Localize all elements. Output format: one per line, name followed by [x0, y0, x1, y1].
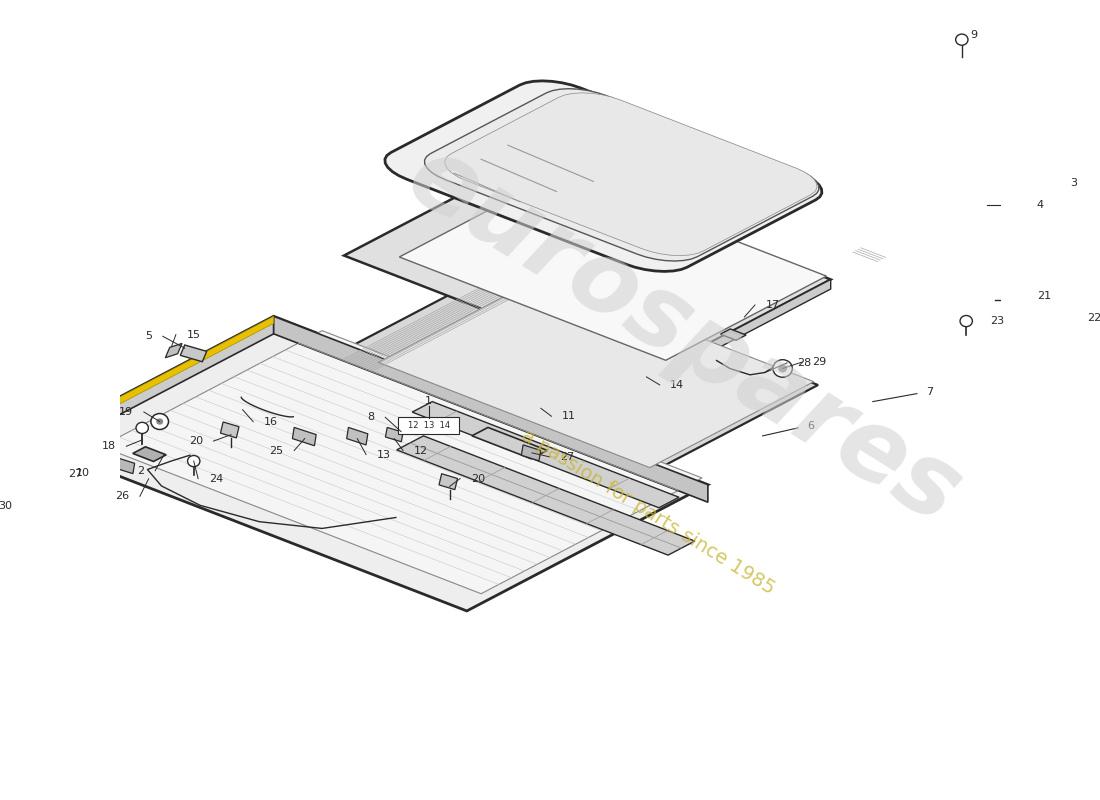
Polygon shape: [650, 279, 830, 384]
Text: 8: 8: [367, 412, 375, 422]
Polygon shape: [720, 329, 746, 340]
Circle shape: [188, 455, 200, 466]
Text: 4: 4: [1036, 200, 1044, 210]
Text: 5: 5: [145, 331, 152, 342]
Text: 26: 26: [116, 491, 130, 502]
Text: 14: 14: [670, 380, 684, 390]
Text: eurospares: eurospares: [389, 127, 977, 545]
Polygon shape: [346, 427, 367, 445]
Circle shape: [956, 34, 968, 46]
Polygon shape: [439, 474, 458, 490]
Polygon shape: [399, 173, 826, 360]
Text: 10: 10: [76, 468, 89, 478]
Text: 15: 15: [187, 330, 200, 340]
Text: 6: 6: [807, 422, 815, 431]
Polygon shape: [1021, 342, 1040, 371]
Polygon shape: [425, 89, 818, 261]
Text: 11: 11: [562, 411, 576, 422]
Circle shape: [41, 395, 50, 403]
Polygon shape: [180, 345, 207, 362]
Text: 18: 18: [101, 442, 116, 451]
Text: 19: 19: [119, 407, 133, 417]
Circle shape: [156, 418, 163, 425]
Circle shape: [778, 365, 786, 373]
Polygon shape: [101, 330, 702, 594]
Polygon shape: [397, 436, 695, 555]
Polygon shape: [165, 343, 183, 358]
Text: 30: 30: [0, 502, 12, 511]
Polygon shape: [385, 81, 822, 271]
Polygon shape: [293, 427, 316, 446]
Circle shape: [35, 390, 54, 408]
Text: 12: 12: [414, 446, 428, 455]
Text: 17: 17: [766, 300, 780, 310]
Text: 22: 22: [1087, 313, 1100, 322]
Text: 2: 2: [138, 466, 144, 476]
Polygon shape: [133, 446, 166, 462]
Polygon shape: [472, 427, 547, 458]
Text: 20: 20: [471, 474, 485, 483]
Text: 3: 3: [1070, 178, 1077, 188]
Text: 28: 28: [798, 358, 812, 368]
Polygon shape: [220, 422, 239, 438]
Circle shape: [108, 447, 119, 457]
Polygon shape: [385, 427, 403, 442]
Text: 27: 27: [560, 452, 574, 462]
Text: 20: 20: [189, 436, 202, 446]
Text: 29: 29: [813, 357, 827, 367]
Text: 12  13  14: 12 13 14: [408, 421, 450, 430]
Polygon shape: [274, 316, 708, 502]
Polygon shape: [1040, 342, 1064, 370]
Polygon shape: [33, 316, 708, 611]
FancyBboxPatch shape: [398, 417, 459, 434]
Polygon shape: [116, 458, 134, 474]
Polygon shape: [344, 161, 830, 374]
Text: 1: 1: [426, 396, 432, 406]
Text: 7: 7: [926, 387, 934, 397]
Polygon shape: [378, 277, 814, 468]
Polygon shape: [412, 402, 679, 508]
Text: 13: 13: [376, 450, 390, 459]
Text: 16: 16: [264, 417, 278, 426]
Text: 25: 25: [270, 446, 284, 455]
Text: 27: 27: [68, 469, 82, 478]
Polygon shape: [33, 316, 274, 450]
Circle shape: [151, 414, 168, 430]
Polygon shape: [323, 265, 818, 482]
Polygon shape: [521, 445, 541, 461]
Circle shape: [960, 315, 972, 326]
Text: 24: 24: [209, 474, 223, 484]
Polygon shape: [1021, 342, 1064, 360]
Circle shape: [773, 360, 792, 378]
Circle shape: [136, 422, 149, 434]
Text: a passion for parts since 1985: a passion for parts since 1985: [518, 426, 778, 598]
Polygon shape: [33, 316, 274, 460]
Polygon shape: [444, 93, 817, 256]
Text: 21: 21: [1036, 290, 1050, 301]
Text: 9: 9: [970, 30, 978, 40]
Text: 23: 23: [990, 316, 1004, 326]
